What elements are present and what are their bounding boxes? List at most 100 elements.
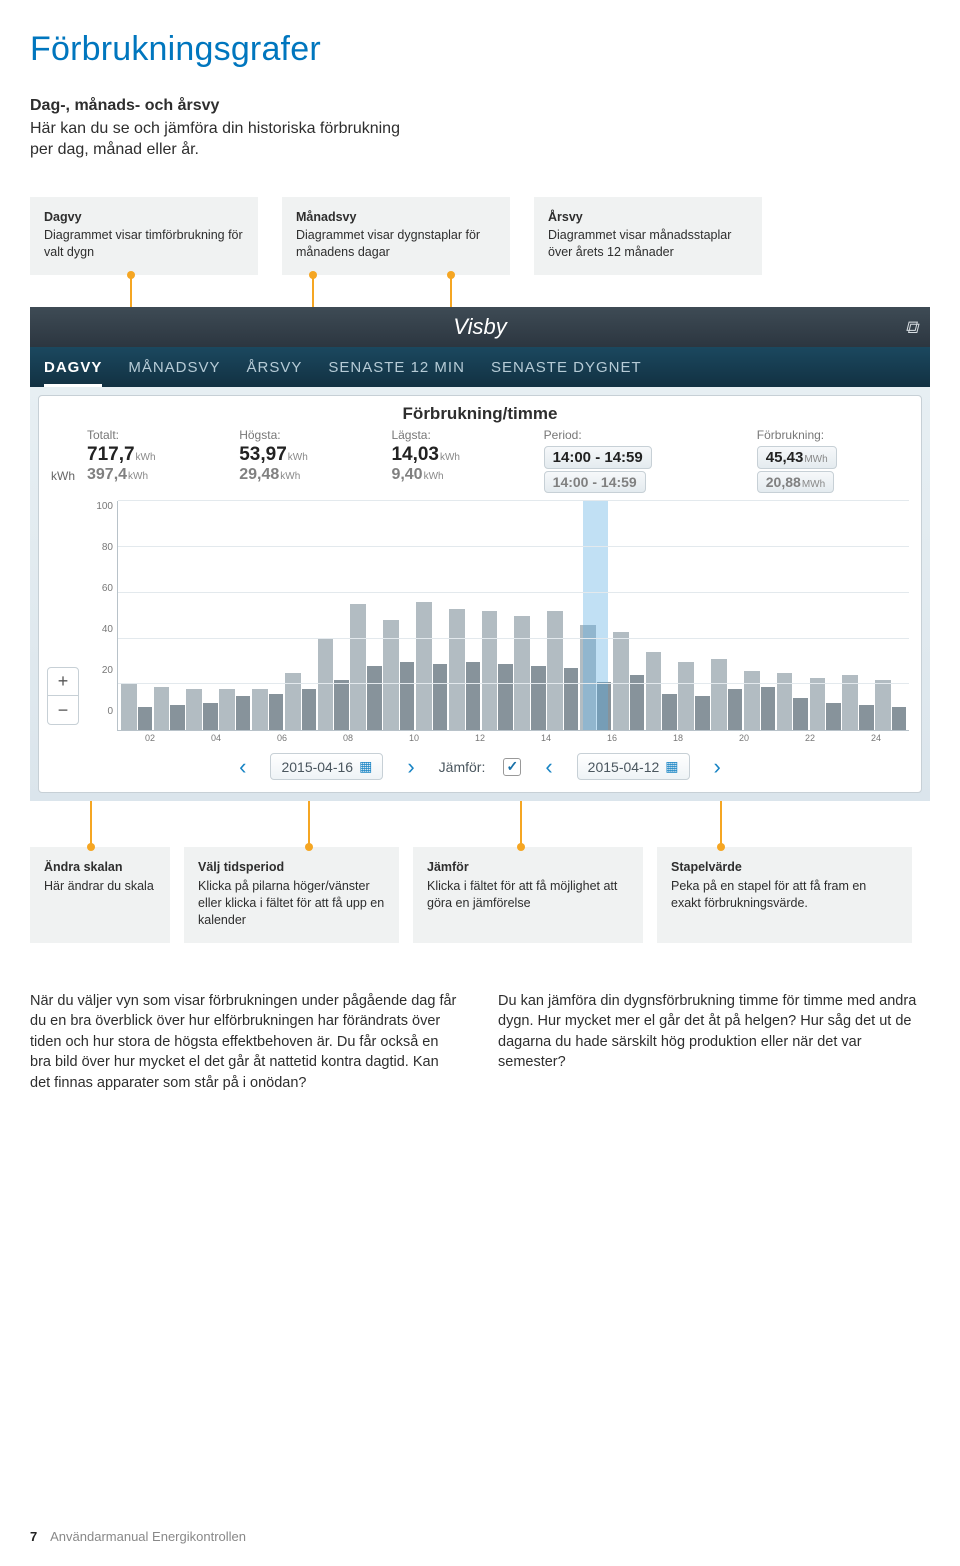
callout-title: Välj tidsperiod xyxy=(198,859,385,876)
top-callouts-row: Dagvy Diagrammet visar timförbrukning fö… xyxy=(30,197,930,276)
stat-value: 717,7 xyxy=(87,444,135,465)
chart-area[interactable] xyxy=(117,501,909,731)
bar-hour-1[interactable] xyxy=(120,501,153,730)
zoom-control[interactable]: + − xyxy=(47,667,79,725)
prev-date2-button[interactable]: ‹ xyxy=(539,754,558,780)
bar-hour-7[interactable] xyxy=(317,501,350,730)
callout-stapelvarde: Stapelvärde Peka på en stapel för att få… xyxy=(657,847,912,943)
stat-header: Lägsta: xyxy=(391,428,543,442)
bar-hour-5[interactable] xyxy=(251,501,284,730)
callout-body: Klicka i fältet för att få möjlighet att… xyxy=(427,879,617,910)
page-footer: 7 Användarmanual Energikontrollen xyxy=(30,1529,246,1544)
bar-hour-23[interactable] xyxy=(842,501,875,730)
stat-unit: kWh xyxy=(424,471,444,482)
calendar-icon: ▦ xyxy=(359,758,372,775)
card-title: Förbrukning/timme xyxy=(51,404,909,424)
window-restore-icon[interactable]: ⧉ xyxy=(905,317,918,338)
body-text-left: När du väljer vyn som visar förbrukninge… xyxy=(30,991,462,1094)
body-text-right: Du kan jämföra din dygnsförbrukning timm… xyxy=(498,991,930,1094)
bar-hour-17[interactable] xyxy=(645,501,678,730)
stat-header: Period: xyxy=(544,428,757,442)
stat-period: Period: 14:00 - 14:59 14:00 - 14:59 xyxy=(544,428,757,493)
zoom-in-button[interactable]: + xyxy=(48,668,78,696)
callout-body: Diagrammet visar timförbrukning för valt… xyxy=(44,228,243,259)
stat-unit: kWh xyxy=(128,471,148,482)
stat-unit: kWh xyxy=(288,452,308,463)
bar-hour-3[interactable] xyxy=(186,501,219,730)
stat-value: 53,97 xyxy=(239,444,287,465)
callout-body: Diagrammet visar månadsstaplar över året… xyxy=(548,228,731,259)
tab-årsvy[interactable]: ÅRSVY xyxy=(247,359,303,387)
compare-checkbox[interactable]: ✓ xyxy=(503,758,521,776)
callout-body: Diagrammet visar dygnstaplar för månaden… xyxy=(296,228,480,259)
bar-hour-18[interactable] xyxy=(678,501,711,730)
stat-header: Högsta: xyxy=(239,428,391,442)
callout-title: Årsvy xyxy=(548,209,748,226)
bar-hour-12[interactable] xyxy=(481,501,514,730)
compare-label: Jämför: xyxy=(439,759,486,775)
bar-hour-22[interactable] xyxy=(809,501,842,730)
bottom-callouts-row: Ändra skalan Här ändrar du skala Välj ti… xyxy=(30,847,930,943)
stat-value: 20,88 xyxy=(766,474,801,490)
date-compare-row: ‹ 2015-04-16 ▦ › Jämför: ✓ ‹ 2015-04-12 … xyxy=(51,753,909,780)
callout-jamfor: Jämför Klicka i fältet för att få möjlig… xyxy=(413,847,643,943)
stat-value: 9,40 xyxy=(391,466,422,483)
bar-hour-11[interactable] xyxy=(448,501,481,730)
prev-date1-button[interactable]: ‹ xyxy=(233,754,252,780)
bar-hour-21[interactable] xyxy=(776,501,809,730)
app-titlebar: Visby ⧉ xyxy=(30,307,930,347)
stat-hogsta: Högsta: 53,97kWh 29,48kWh xyxy=(239,428,391,493)
stat-header: Förbrukning: xyxy=(757,428,909,442)
tab-månadsvy[interactable]: MÅNADSVY xyxy=(128,359,220,387)
bar-hour-19[interactable] xyxy=(710,501,743,730)
date2-picker[interactable]: 2015-04-12 ▦ xyxy=(577,753,690,780)
bar-hour-20[interactable] xyxy=(743,501,776,730)
next-date1-button[interactable]: › xyxy=(401,754,420,780)
next-date2-button[interactable]: › xyxy=(708,754,727,780)
callout-dagvy: Dagvy Diagrammet visar timförbrukning fö… xyxy=(30,197,258,276)
stat-unit: kWh xyxy=(280,471,300,482)
stat-unit: kWh xyxy=(440,452,460,463)
callout-title: Ändra skalan xyxy=(44,859,156,876)
bar-hour-2[interactable] xyxy=(153,501,186,730)
bar-hour-16[interactable] xyxy=(612,501,645,730)
bar-hour-6[interactable] xyxy=(284,501,317,730)
date1-value: 2015-04-16 xyxy=(281,759,353,775)
bottom-leader-lines xyxy=(30,801,930,847)
section-description: Här kan du se och jämföra din historiska… xyxy=(30,119,930,161)
tab-senaste-12-min[interactable]: SENASTE 12 MIN xyxy=(328,359,465,387)
bar-hour-14[interactable] xyxy=(546,501,579,730)
stat-value: 45,43 xyxy=(766,449,804,466)
stat-unit: MWh xyxy=(804,454,827,465)
kwh-axis-label: kWh xyxy=(51,469,87,493)
stat-unit: kWh xyxy=(136,452,156,463)
chart-bars xyxy=(118,501,909,730)
section-description-line2: per dag, månad eller år. xyxy=(30,141,199,158)
tab-senaste-dygnet[interactable]: SENASTE DYGNET xyxy=(491,359,642,387)
bar-hour-9[interactable] xyxy=(382,501,415,730)
chart: + − 100806040200 xyxy=(91,501,909,731)
page-number: 7 xyxy=(30,1529,37,1544)
callout-body: Klicka på pilarna höger/vänster eller kl… xyxy=(198,879,384,927)
bar-hour-13[interactable] xyxy=(514,501,547,730)
calendar-icon: ▦ xyxy=(665,758,678,775)
section-subtitle: Dag-, månads- och årsvy xyxy=(30,97,930,115)
zoom-out-button[interactable]: − xyxy=(48,696,78,724)
chart-yaxis: 100806040200 xyxy=(91,501,117,731)
app-tabs: DAGVY MÅNADSVY ÅRSVY SENASTE 12 MIN SENASTE … xyxy=(30,347,930,387)
callout-arsvy: Årsvy Diagrammet visar månadsstaplar öve… xyxy=(534,197,762,276)
app-body: Förbrukning/timme kWh Totalt: 717,7kWh 3… xyxy=(30,387,930,801)
bar-hour-8[interactable] xyxy=(350,501,383,730)
bar-hour-4[interactable] xyxy=(218,501,251,730)
stat-value: 14:00 - 14:59 xyxy=(553,474,637,490)
tab-dagvy[interactable]: DAGVY xyxy=(44,359,102,387)
bar-hour-24[interactable] xyxy=(874,501,907,730)
callout-title: Stapelvärde xyxy=(671,859,898,876)
stat-lagsta: Lägsta: 14,03kWh 9,40kWh xyxy=(391,428,543,493)
callout-andra-skalan: Ändra skalan Här ändrar du skala xyxy=(30,847,170,943)
bar-hour-15[interactable] xyxy=(579,501,612,730)
stat-value: 14:00 - 14:59 xyxy=(553,449,643,466)
stats-row: kWh Totalt: 717,7kWh 397,4kWh Högsta: 53… xyxy=(51,428,909,493)
date1-picker[interactable]: 2015-04-16 ▦ xyxy=(270,753,383,780)
bar-hour-10[interactable] xyxy=(415,501,448,730)
